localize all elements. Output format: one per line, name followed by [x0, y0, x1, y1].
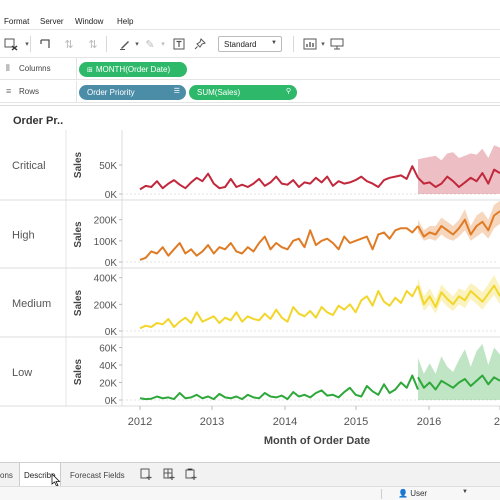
tab-describe[interactable]: Describe	[19, 463, 61, 487]
tab-data-source[interactable]: ons	[0, 471, 13, 480]
sort-descending-icon[interactable]: ⇅	[88, 38, 98, 51]
row-header-medium: Medium	[12, 298, 51, 310]
new-story-icon[interactable]	[184, 468, 198, 482]
series-line-medium	[139, 285, 419, 330]
y-tick-label: 0K	[105, 327, 118, 338]
toolbar-divider	[30, 36, 31, 52]
y-axis-title: Sales	[73, 151, 84, 178]
sort-icon: ☰	[173, 88, 180, 95]
mouse-cursor-icon	[51, 473, 61, 487]
user-menu[interactable]: 👤 User	[398, 489, 427, 498]
row-header-low: Low	[12, 367, 32, 379]
x-tick-label: 2015	[344, 416, 368, 428]
y-axis-title: Sales	[73, 221, 84, 248]
y-tick-label: 0K	[105, 190, 118, 201]
show-labels-icon[interactable]	[170, 35, 188, 53]
presentation-mode-icon[interactable]	[328, 35, 346, 53]
x-tick-label: 2012	[128, 416, 152, 428]
x-tick-label: 2014	[273, 416, 297, 428]
forecast-band-high	[418, 200, 500, 241]
y-tick-label: 400K	[94, 274, 118, 285]
pill-label: MONTH(Order Date)	[95, 65, 171, 74]
columns-shelf-icon: ⫴	[6, 63, 10, 73]
y-tick-label: 20K	[99, 379, 117, 390]
y-tick-label: 50K	[99, 161, 117, 172]
tab-forecast-fields[interactable]: Forecast Fields	[70, 471, 125, 480]
mark-size-value: Standard	[224, 40, 257, 49]
pill-label: SUM(Sales)	[197, 88, 241, 97]
rows-shelf-label: Rows	[19, 87, 40, 96]
user-icon: 👤	[398, 489, 408, 498]
toolbar: ▾ ⇅ ⇅ ▾ ✎ ▾ Standard ▼ ▾	[0, 31, 500, 58]
month-order-date-pill[interactable]: ⊞ MONTH(Order Date)	[79, 62, 187, 77]
y-tick-label: 200K	[94, 216, 118, 227]
new-dashboard-icon[interactable]	[162, 468, 176, 482]
dropdown-caret-icon[interactable]: ▾	[25, 41, 29, 48]
y-tick-label: 0K	[105, 258, 118, 269]
series-line-critical	[139, 165, 419, 191]
clear-sheet-icon[interactable]	[2, 35, 20, 53]
y-tick-label: 100K	[94, 237, 118, 248]
row-header-critical: Critical	[12, 160, 46, 172]
pill-label: Order Priority	[87, 88, 135, 97]
forecast-line-medium	[417, 284, 500, 308]
y-axis-title: Sales	[73, 289, 84, 316]
chevron-down-icon[interactable]: ▼	[462, 489, 468, 495]
bottom-status-bar: 👤 User ▼	[0, 486, 500, 500]
x-tick-label: 20	[494, 416, 500, 428]
row-header-title: Order Pr..	[13, 115, 64, 127]
forecast-band-critical	[418, 145, 500, 194]
row-header-high: High	[12, 230, 35, 242]
forecast-line-critical	[417, 168, 500, 188]
pin-icon[interactable]	[191, 35, 209, 53]
calendar-icon: ⊞	[87, 67, 93, 74]
x-tick-label: 2013	[200, 416, 224, 428]
y-tick-label: 200K	[94, 300, 118, 311]
show-me-chart-icon[interactable]	[301, 35, 319, 53]
dropdown-caret-icon[interactable]: ▾	[161, 41, 165, 48]
y-axis-title: Sales	[73, 358, 84, 385]
columns-shelf-label: Columns	[19, 64, 51, 73]
highlight-pen-icon[interactable]	[116, 35, 134, 53]
menu-server[interactable]: Server	[40, 17, 64, 26]
mark-size-dropdown[interactable]: Standard ▼	[218, 36, 282, 52]
search-icon: ⚲	[285, 88, 291, 95]
swap-rows-columns-icon[interactable]	[36, 35, 54, 53]
user-label: User	[410, 489, 428, 498]
paperclip-icon[interactable]: ✎	[145, 38, 155, 51]
menu-window[interactable]: Window	[75, 17, 104, 26]
series-line-high	[139, 225, 419, 261]
shelf-divider	[76, 81, 77, 103]
dropdown-caret-icon[interactable]: ▾	[135, 41, 139, 48]
dropdown-caret-icon[interactable]: ▾	[321, 41, 325, 48]
menu-bar: Format Server Window Help	[0, 0, 500, 30]
new-worksheet-icon[interactable]	[139, 468, 153, 482]
shelf-divider	[76, 58, 77, 80]
sum-sales-pill[interactable]: SUM(Sales) ⚲	[189, 85, 297, 100]
x-axis-title: Month of Order Date	[264, 435, 370, 447]
forecast-line-high	[417, 210, 500, 238]
sheet-tab-bar: ons Describe Forecast Fields	[0, 462, 500, 487]
series-line-low	[139, 374, 419, 401]
order-priority-pill[interactable]: Order Priority ☰	[79, 85, 186, 100]
sort-ascending-icon[interactable]: ⇅	[64, 38, 74, 51]
rows-shelf: ≡ Rows Order Priority ☰ SUM(Sales) ⚲	[0, 81, 500, 103]
x-tick-label: 2016	[417, 416, 441, 428]
viz-area: Order Pr.. Critical Sales 50K 0K High Sales 20…	[0, 105, 500, 460]
y-tick-label: 0K	[105, 396, 118, 407]
toolbar-divider	[293, 36, 294, 52]
forecast-band-low	[418, 344, 500, 400]
menu-help[interactable]: Help	[117, 17, 134, 26]
forecast-line-low	[417, 374, 500, 391]
y-tick-label: 60K	[99, 344, 117, 355]
rows-shelf-icon: ≡	[6, 86, 12, 96]
status-divider	[381, 489, 382, 499]
menu-format[interactable]: Format	[4, 17, 30, 26]
y-tick-label: 40K	[99, 361, 117, 372]
forecast-band-medium	[418, 275, 500, 314]
toolbar-divider	[106, 36, 107, 52]
columns-shelf: ⫴ Columns ⊞ MONTH(Order Date)	[0, 58, 500, 80]
chevron-down-icon: ▼	[271, 40, 277, 46]
